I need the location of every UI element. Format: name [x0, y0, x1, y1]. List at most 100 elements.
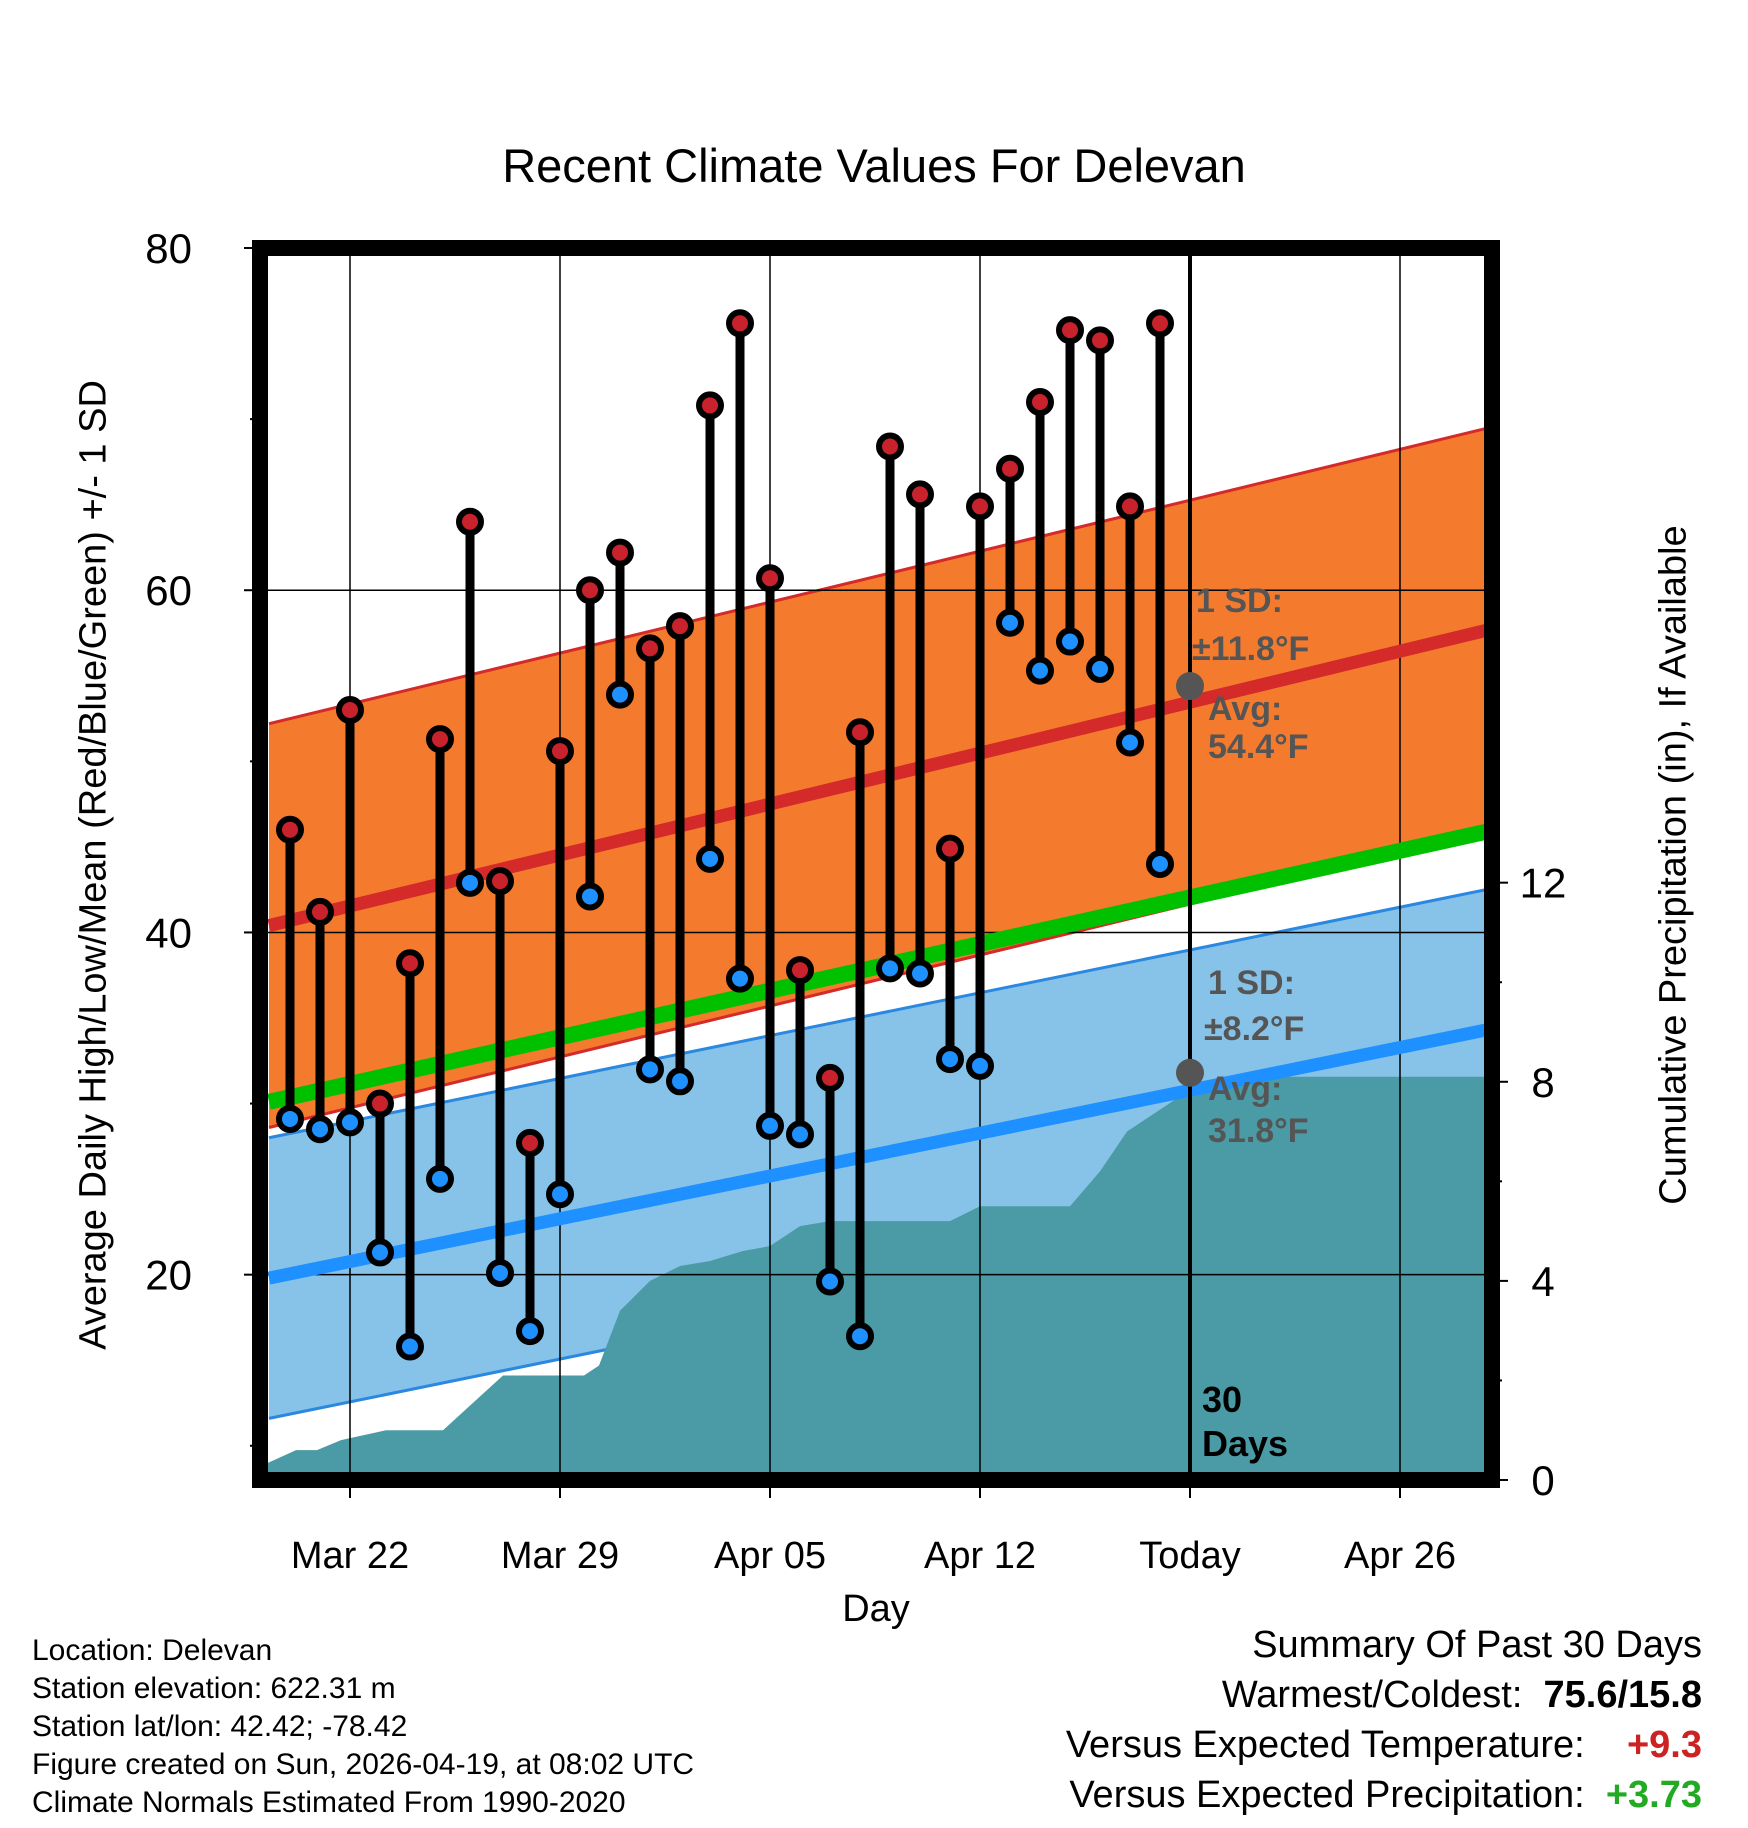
daily-low-point [816, 1267, 844, 1296]
high-avg-label: Avg: [1208, 690, 1282, 728]
latlon-text: Station lat/lon: 42.42; -78.42 [32, 1710, 408, 1743]
daily-high-point [1086, 326, 1114, 355]
daily-high-point [576, 576, 604, 605]
daily-high-point [606, 538, 634, 567]
summary-title: Summary Of Past 30 Days [1252, 1624, 1702, 1666]
daily-low-point [756, 1111, 784, 1140]
location-text: Location: Delevan [32, 1634, 273, 1667]
y-tick-label: 40 [145, 909, 192, 956]
daily-high-point [846, 718, 874, 747]
daily-high-point [336, 696, 364, 724]
daily-low-point [936, 1045, 964, 1074]
daily-low-point [876, 954, 904, 983]
y2-tick-label: 12 [1520, 860, 1567, 907]
daily-low-point [516, 1317, 544, 1346]
daily-low-point [846, 1322, 874, 1351]
daily-high-point [906, 480, 934, 509]
daily-high-point [1026, 388, 1054, 416]
daily-low-point [1086, 654, 1114, 683]
high-avg-value: 54.4°F [1208, 728, 1309, 766]
normals-text: Climate Normals Estimated From 1990-2020 [32, 1786, 626, 1819]
today-normal-high-point [1176, 672, 1204, 701]
daily-high-point [636, 634, 664, 663]
y-axis-label: Average Daily High/Low/Mean (Red/Blue/Gr… [72, 380, 115, 1350]
temp-label: Versus Expected Temperature: [1065, 1724, 1585, 1766]
daily-low-point [606, 680, 634, 709]
today-normal-low-point [1176, 1058, 1204, 1087]
daily-low-point [456, 868, 484, 897]
elevation-text: Station elevation: 622.31 m [32, 1672, 396, 1705]
precip-value: +3.73 [1605, 1774, 1702, 1816]
warm-cold-label: Warmest/Coldest: [1221, 1674, 1523, 1716]
y2-axis-label: Cumulative Precipitation (in), If Availa… [1652, 525, 1695, 1205]
today-days-word: Days [1202, 1423, 1288, 1464]
daily-high-point [426, 725, 454, 754]
low-avg-value: 31.8°F [1208, 1112, 1309, 1150]
daily-high-point [396, 949, 424, 978]
low-avg-label: Avg: [1208, 1070, 1282, 1108]
daily-low-point [726, 964, 754, 993]
daily-high-point [1056, 316, 1084, 345]
y-tick-label: 20 [145, 1252, 192, 1299]
daily-high-point [786, 956, 814, 985]
daily-high-point [456, 507, 484, 536]
daily-low-point [666, 1067, 694, 1096]
daily-low-point [906, 959, 934, 988]
summary-precipitation: Versus Expected Precipitation: +3.73 [1069, 1774, 1702, 1817]
daily-low-point [786, 1120, 814, 1149]
daily-low-point [396, 1332, 424, 1361]
normal-mean-line [267, 822, 1492, 1110]
daily-low-point [1146, 850, 1174, 878]
y-tick-label: 60 [145, 567, 192, 614]
daily-low-point [636, 1055, 664, 1084]
daily-low-point [426, 1164, 454, 1193]
daily-high-point [1146, 309, 1174, 338]
daily-high-point [666, 612, 694, 641]
daily-high-point [996, 454, 1024, 483]
temp-value: +9.3 [1626, 1724, 1702, 1766]
y2-tick-label: 4 [1531, 1258, 1554, 1305]
daily-high-point [276, 815, 304, 844]
daily-low-point [366, 1238, 394, 1267]
x-tick-label: Apr 26 [1344, 1535, 1456, 1577]
daily-high-point [516, 1128, 544, 1157]
plot-frame [252, 240, 1500, 1488]
x-tick-label: Mar 29 [501, 1535, 619, 1577]
x-tick-label: Apr 12 [924, 1535, 1036, 1577]
daily-low-point [1056, 627, 1084, 656]
high-sd-label: 1 SD: [1196, 582, 1283, 620]
low-sd-value: ±8.2°F [1204, 1010, 1304, 1048]
high-sd-value: ±11.8°F [1192, 630, 1309, 668]
x-tick-label: Today [1139, 1535, 1240, 1577]
daily-low-point [1116, 728, 1144, 757]
daily-low-point [696, 844, 724, 873]
normal-low-line [267, 1022, 1492, 1285]
daily-high-point [366, 1089, 394, 1118]
daily-high-point [756, 564, 784, 593]
y2-tick-label: 8 [1531, 1059, 1554, 1106]
daily-low-point [966, 1051, 994, 1080]
x-axis-label: Day [842, 1588, 910, 1630]
daily-high-point [816, 1063, 844, 1092]
daily-low-point [276, 1104, 304, 1133]
daily-low-point [306, 1115, 334, 1144]
warm-cold-value: 75.6/15.8 [1543, 1674, 1702, 1716]
daily-low-point [1026, 656, 1054, 685]
daily-high-point [876, 432, 904, 461]
daily-high-point [1116, 492, 1144, 521]
precipitation-area [263, 1076, 1492, 1480]
created-text: Figure created on Sun, 2026-04-19, at 08… [32, 1748, 695, 1781]
daily-high-point [696, 391, 724, 420]
chart-title: Recent Climate Values For Delevan [502, 139, 1246, 192]
low-sd-upper-edge [268, 886, 1492, 1140]
summary-temperature: Versus Expected Temperature: +9.3 [1066, 1724, 1702, 1767]
daily-high-point [726, 309, 754, 338]
y-tick-label: 80 [145, 225, 192, 272]
today-days-number: 30 [1202, 1379, 1242, 1420]
daily-high-point [486, 867, 514, 896]
daily-high-point [306, 897, 334, 926]
daily-low-point [336, 1108, 364, 1137]
daily-low-point [576, 882, 604, 911]
x-tick-label: Apr 05 [714, 1535, 826, 1577]
